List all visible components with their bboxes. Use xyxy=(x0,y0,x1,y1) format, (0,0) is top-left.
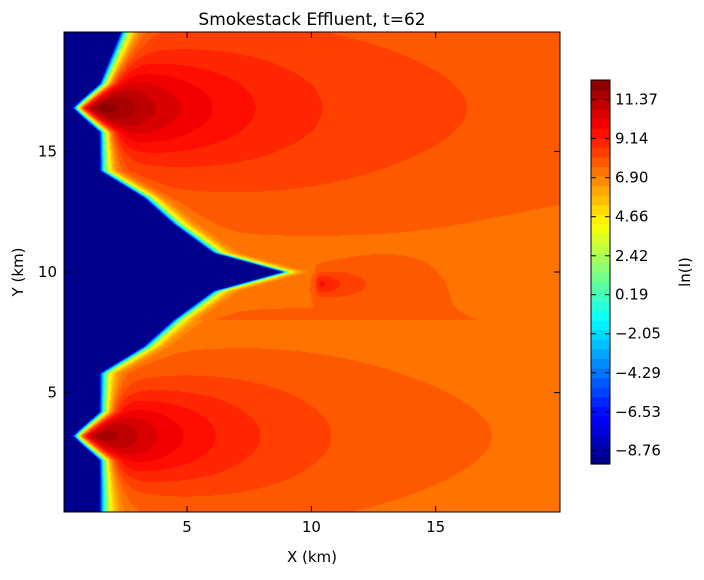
colorbar-band xyxy=(591,224,610,235)
colorbar: −8.76 −6.53 −4.29 −2.05 0.19 2.42 4.66 6.90 9.14… xyxy=(590,79,661,465)
contour-heatmap xyxy=(64,32,560,512)
y-tick-label: 10 xyxy=(38,263,57,281)
colorbar-band xyxy=(591,454,610,465)
colorbar-band xyxy=(591,262,610,273)
colorbar-band xyxy=(591,128,610,139)
colorbar-band xyxy=(591,320,610,331)
y-tick-label: 5 xyxy=(47,384,57,402)
colorbar-tick-label: 0.19 xyxy=(615,286,648,304)
colorbar-band xyxy=(591,377,610,388)
colorbar-tick-label: −2.05 xyxy=(615,325,661,343)
colorbar-band xyxy=(591,435,610,446)
x-axis-label: X (km) xyxy=(287,548,337,566)
colorbar-band xyxy=(591,99,610,110)
colorbar-frame xyxy=(590,79,611,465)
colorbar-tick-label: 2.42 xyxy=(615,247,648,265)
colorbar-band xyxy=(591,108,610,119)
colorbar-band xyxy=(591,387,610,398)
colorbar-band xyxy=(591,348,610,359)
colorbar-band xyxy=(591,444,610,455)
colorbar-band xyxy=(591,204,610,215)
colorbar-band xyxy=(591,329,610,340)
colorbar-band xyxy=(591,272,610,283)
y-axis-label: Y (km) xyxy=(9,248,27,298)
colorbar-band xyxy=(591,416,610,427)
colorbar-band xyxy=(591,137,610,148)
x-tick-label: 10 xyxy=(302,518,321,536)
colorbar-tick-label: −4.29 xyxy=(615,364,661,382)
colorbar-band xyxy=(591,185,610,196)
colorbar-band xyxy=(591,176,610,187)
y-tick-label: 15 xyxy=(38,142,57,160)
colorbar-tick-label: 4.66 xyxy=(615,208,648,226)
colorbar-band xyxy=(591,396,610,407)
colorbar-band xyxy=(591,195,610,206)
colorbar-band xyxy=(591,425,610,436)
colorbar-band xyxy=(591,80,610,91)
x-axis-ticks: 5 10 15 xyxy=(182,32,445,536)
colorbar-band xyxy=(591,89,610,100)
colorbar-band xyxy=(591,281,610,292)
colorbar-band xyxy=(591,310,610,321)
chart-title: Smokestack Effluent, t=62 xyxy=(198,10,425,30)
y-axis-ticks: 5 10 15 xyxy=(38,142,560,402)
colorbar-band xyxy=(591,147,610,158)
colorbar-band xyxy=(591,252,610,263)
colorbar-band xyxy=(591,156,610,167)
colorbar-band xyxy=(591,291,610,302)
colorbar-tick-label: −6.53 xyxy=(615,403,661,421)
colorbar-band xyxy=(591,243,610,254)
colorbar-band xyxy=(591,118,610,129)
colorbar-band xyxy=(591,166,610,177)
colorbar-band xyxy=(591,406,610,417)
plot-area xyxy=(64,32,560,512)
colorbar-band xyxy=(591,358,610,369)
colorbar-band xyxy=(591,233,610,244)
colorbar-tick-label: −8.76 xyxy=(615,442,661,460)
colorbar-band xyxy=(591,300,610,311)
colorbar-tick-label: 11.37 xyxy=(615,91,658,109)
x-tick-label: 5 xyxy=(182,518,192,536)
colorbar-label: ln(I) xyxy=(676,257,694,287)
colorbar-tick-label: 9.14 xyxy=(615,130,648,148)
colorbar-band xyxy=(591,214,610,225)
colorbar-band xyxy=(591,339,610,350)
colorbar-band xyxy=(591,368,610,379)
x-tick-label: 15 xyxy=(426,518,445,536)
colorbar-tick-label: 6.90 xyxy=(615,169,648,187)
